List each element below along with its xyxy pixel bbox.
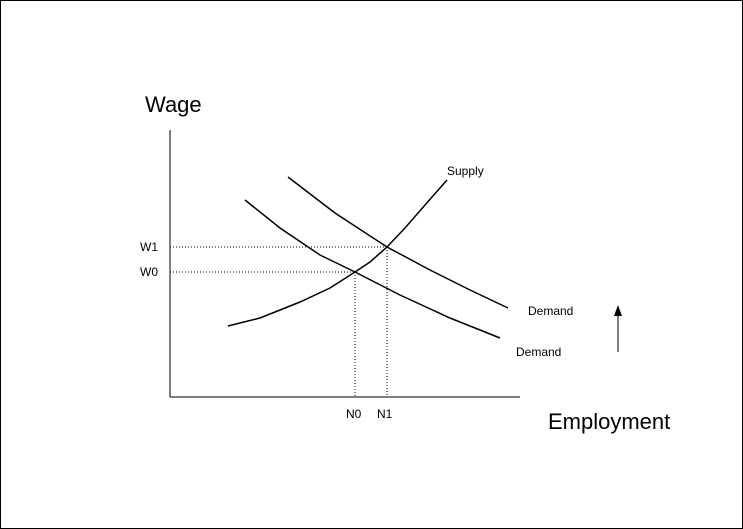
x-axis-label: Employment [548, 409, 670, 434]
curve-label: Supply [447, 164, 484, 178]
demand-curve [287, 176, 509, 309]
employment-label: N0 [346, 407, 362, 421]
curve-label: Demand [516, 345, 561, 359]
wage-label: W1 [140, 240, 158, 254]
employment-label: N1 [377, 407, 393, 421]
demand-curve [244, 199, 501, 339]
curve-label: Demand [528, 304, 573, 318]
y-axis-label: Wage [145, 92, 202, 117]
arrow-head [614, 305, 622, 316]
supply-curve [227, 179, 448, 327]
wage-label: W0 [140, 265, 158, 279]
